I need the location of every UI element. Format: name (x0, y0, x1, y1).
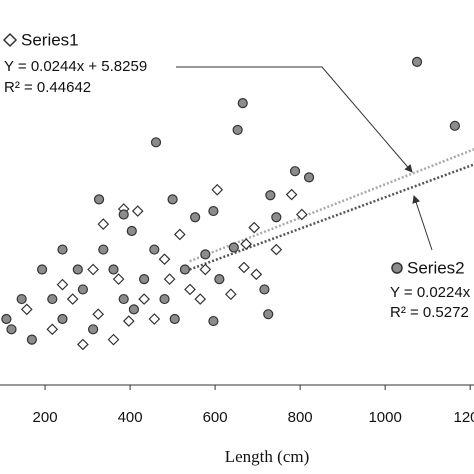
point (295, 208, 308, 221)
legend-label: Series1 (21, 30, 79, 49)
x-tick-label: 200 (33, 409, 58, 426)
point (72, 264, 83, 275)
point (271, 212, 282, 223)
point (122, 315, 135, 327)
point (159, 293, 170, 305)
point (237, 98, 248, 109)
point (46, 323, 59, 336)
x-tick-label: 1000 (368, 409, 401, 426)
point (250, 268, 263, 281)
point (6, 324, 17, 335)
point (131, 205, 144, 217)
point (208, 205, 219, 217)
point (87, 263, 99, 276)
arrow (412, 195, 433, 251)
point (240, 238, 252, 250)
equation: Y = 0.0224x (390, 284, 471, 301)
point (259, 284, 270, 295)
point (263, 309, 274, 320)
trendline (189, 163, 474, 271)
point (107, 333, 120, 346)
point (57, 313, 68, 325)
point (167, 194, 178, 205)
point (126, 225, 137, 237)
point (238, 261, 250, 274)
point (57, 244, 68, 255)
point (163, 273, 176, 285)
point (108, 264, 119, 275)
point (411, 56, 423, 67)
point (98, 244, 109, 255)
point (303, 172, 315, 183)
point (228, 242, 239, 253)
legend-label: Series2 (407, 258, 465, 277)
point (93, 194, 105, 205)
point (179, 264, 191, 275)
arrow (176, 66, 413, 173)
legend-symbol (391, 262, 403, 274)
point (56, 278, 69, 291)
point (77, 338, 89, 351)
point (128, 304, 140, 315)
point (20, 303, 33, 316)
x-tick-label: 800 (288, 409, 313, 426)
point (118, 209, 129, 220)
point (148, 313, 161, 325)
point (200, 249, 211, 260)
x-tick-label: 600 (203, 409, 228, 426)
point (265, 190, 276, 201)
point (87, 324, 99, 335)
x-axis-title: Length (cm) (225, 447, 310, 466)
point (66, 293, 79, 305)
point (232, 124, 243, 136)
point (224, 288, 237, 301)
point (26, 334, 37, 345)
point (16, 293, 27, 305)
point (158, 253, 171, 266)
point (112, 273, 125, 285)
point (194, 293, 207, 305)
point (285, 188, 298, 201)
point (118, 293, 129, 305)
point (139, 274, 150, 285)
point (199, 263, 212, 276)
point (149, 244, 160, 255)
point (173, 228, 186, 241)
point (289, 166, 301, 177)
point (77, 284, 88, 295)
legend-symbol (2, 32, 18, 48)
trendline (189, 148, 474, 263)
point (208, 315, 219, 327)
point (270, 243, 283, 256)
r-squared: R² = 0.44642 (4, 79, 91, 96)
point (214, 274, 225, 285)
point (138, 293, 150, 305)
point (190, 212, 201, 223)
point (150, 137, 162, 148)
point (184, 283, 196, 296)
point (169, 313, 180, 325)
x-tick-label: 1200 (453, 409, 474, 426)
point (92, 308, 105, 321)
r-squared: R² = 0.5272 (390, 304, 469, 321)
point (36, 264, 48, 275)
equation: Y = 0.0244x + 5.8259 (4, 58, 147, 75)
point (211, 183, 224, 196)
point (248, 221, 261, 234)
point (47, 293, 58, 305)
point (97, 218, 110, 230)
point (1, 313, 12, 325)
point (449, 120, 460, 131)
x-tick-label: 400 (118, 409, 143, 426)
